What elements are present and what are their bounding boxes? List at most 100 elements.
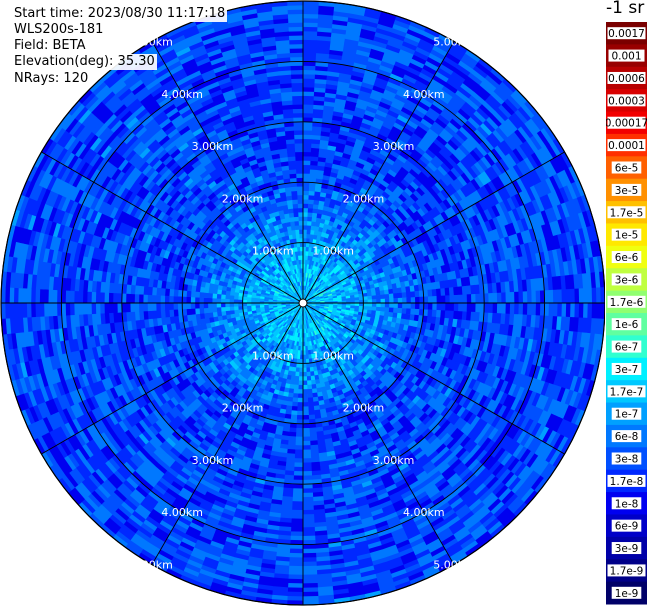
ppi-bin — [313, 291, 318, 296]
ppi-bin — [321, 179, 330, 185]
ppi-bin — [407, 240, 415, 249]
ppi-bin — [313, 100, 325, 106]
ppi-bin — [422, 64, 438, 76]
ppi-bin — [479, 81, 495, 95]
ppi-bin — [295, 445, 303, 451]
ppi-bin — [307, 251, 312, 257]
ppi-bin — [424, 131, 437, 143]
ppi-bin — [377, 68, 392, 78]
ppi-bin — [378, 129, 390, 138]
ppi-bin — [443, 56, 459, 69]
ppi-bin — [469, 192, 480, 205]
ppi-bin — [565, 288, 571, 304]
ppi-bin — [343, 267, 349, 273]
ppi-bin — [376, 303, 382, 308]
ppi-bin — [410, 297, 416, 304]
ppi-bin — [319, 196, 326, 202]
ppi-bin — [470, 113, 484, 127]
ppi-bin — [491, 240, 500, 253]
ppi-bin — [303, 285, 305, 291]
ppi-bin — [391, 145, 403, 155]
ppi-bin — [497, 188, 508, 202]
ppi-bin — [303, 43, 318, 49]
ppi-bin — [565, 303, 571, 318]
ppi-bin — [379, 244, 387, 252]
ppi-bin — [305, 276, 308, 282]
ppi-bin — [406, 66, 422, 77]
ppi-bin — [355, 53, 370, 62]
ppi-bin — [436, 37, 453, 50]
ppi-bin — [354, 106, 367, 115]
ppi-bin — [330, 260, 336, 267]
ppi-bin — [501, 155, 514, 170]
ppi-bin — [322, 265, 327, 271]
ppi-bin — [318, 272, 323, 278]
ppi-bin — [354, 138, 366, 147]
ppi-bin — [424, 26, 441, 39]
ppi-bin — [466, 294, 472, 304]
ppi-bin — [480, 222, 489, 234]
ppi-bin — [344, 276, 350, 282]
ppi-bin — [388, 307, 394, 313]
ppi-bin — [291, 509, 303, 515]
ppi-bin — [379, 223, 387, 231]
ppi-bin — [406, 156, 418, 166]
ppi-bin — [494, 175, 506, 190]
ppi-bin — [330, 288, 336, 293]
ppi-bin — [314, 82, 327, 89]
ppi-bin — [380, 179, 390, 188]
ppi-bin — [412, 201, 421, 211]
ppi-bin — [494, 160, 507, 175]
ppi-bin — [487, 94, 502, 109]
ppi-bin — [370, 89, 384, 98]
ppi-bin — [363, 296, 369, 300]
ppi-bin — [358, 36, 374, 45]
ppi-bin — [344, 290, 350, 295]
ppi-bin — [389, 73, 404, 83]
ppi-bin — [303, 99, 315, 105]
ppi-bin — [489, 113, 503, 128]
ppi-bin — [302, 570, 318, 576]
ppi-bin — [307, 384, 313, 390]
ppi-bin — [514, 128, 528, 144]
ppi-bin — [538, 147, 551, 164]
ppi-bin — [322, 275, 327, 281]
ppi-bin — [447, 139, 460, 151]
ppi-bin — [433, 194, 444, 205]
ppi-bin — [343, 285, 349, 290]
ppi-bin — [311, 256, 316, 262]
ppi-bin — [381, 56, 397, 66]
ppi-bin — [321, 281, 326, 286]
ppi-bin — [296, 410, 303, 416]
ppi-bin — [396, 89, 410, 100]
ppi-bin — [561, 289, 567, 304]
ppi-bin — [586, 209, 596, 227]
ppi-bin — [313, 275, 317, 280]
ppi-bin — [388, 214, 397, 223]
ppi-bin — [330, 265, 336, 271]
ppi-bin — [381, 121, 394, 131]
ppi-bin — [402, 303, 407, 309]
ppi-bin — [471, 303, 476, 313]
ppi-bin — [303, 268, 305, 273]
ppi-bin — [345, 279, 351, 284]
ppi-bin — [322, 255, 327, 261]
ppi-bin — [543, 194, 554, 210]
ppi-bin — [303, 160, 311, 166]
ppi-bin — [304, 294, 307, 299]
ppi-bin — [411, 132, 423, 143]
ppi-bin — [390, 229, 398, 238]
ppi-bin — [467, 116, 481, 130]
ppi-bin — [449, 226, 458, 237]
ppi-bin — [440, 188, 451, 200]
ppi-bin — [302, 505, 314, 511]
ppi-bin — [334, 277, 340, 282]
ppi-bin — [292, 393, 299, 399]
ppi-bin — [370, 215, 379, 223]
ppi-bin — [316, 290, 322, 294]
ppi-bin — [437, 222, 446, 233]
ppi-bin — [519, 143, 532, 158]
ppi-bin — [354, 165, 364, 174]
ppi-bin — [556, 171, 568, 188]
ppi-bin — [295, 432, 303, 438]
